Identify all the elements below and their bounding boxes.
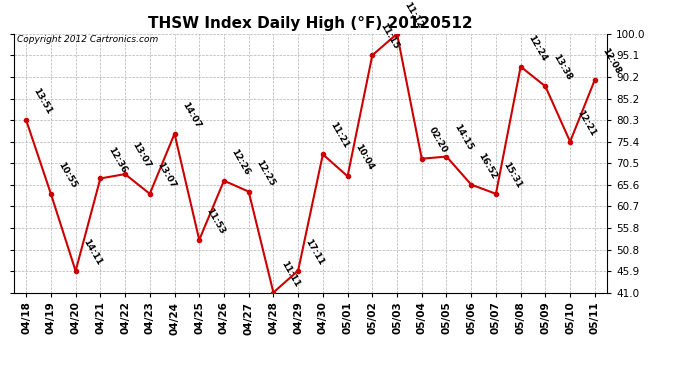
Text: 13:07: 13:07 bbox=[130, 141, 152, 170]
Text: 12:25: 12:25 bbox=[254, 158, 277, 188]
Text: 13:51: 13:51 bbox=[32, 87, 54, 116]
Text: 12:24: 12:24 bbox=[526, 33, 549, 63]
Text: 13:38: 13:38 bbox=[551, 53, 573, 82]
Text: 17:11: 17:11 bbox=[304, 237, 326, 266]
Text: 10:55: 10:55 bbox=[57, 160, 79, 190]
Text: 12:21: 12:21 bbox=[575, 108, 598, 138]
Text: Copyright 2012 Cartronics.com: Copyright 2012 Cartronics.com bbox=[17, 35, 158, 44]
Text: 16:52: 16:52 bbox=[477, 151, 499, 180]
Text: 11:15: 11:15 bbox=[378, 22, 400, 51]
Text: 14:11: 14:11 bbox=[81, 237, 104, 267]
Text: 11:21: 11:21 bbox=[328, 121, 351, 150]
Title: THSW Index Daily High (°F) 20120512: THSW Index Daily High (°F) 20120512 bbox=[148, 16, 473, 31]
Text: 10:04: 10:04 bbox=[353, 143, 375, 172]
Text: 14:15: 14:15 bbox=[452, 123, 474, 152]
Text: 11:11: 11:11 bbox=[279, 259, 301, 288]
Text: 14:07: 14:07 bbox=[180, 100, 202, 130]
Text: 12:08: 12:08 bbox=[600, 46, 622, 76]
Text: 13:07: 13:07 bbox=[155, 160, 177, 190]
Text: 12:26: 12:26 bbox=[230, 147, 252, 177]
Text: 11:53: 11:53 bbox=[205, 206, 227, 236]
Text: 12:36: 12:36 bbox=[106, 145, 128, 174]
Text: 02:20: 02:20 bbox=[427, 126, 449, 154]
Text: 15:31: 15:31 bbox=[502, 160, 524, 190]
Text: 11:12: 11:12 bbox=[402, 0, 425, 30]
